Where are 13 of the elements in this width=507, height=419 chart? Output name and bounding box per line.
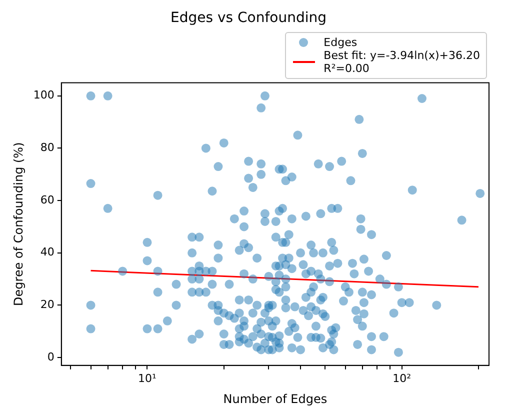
legend-label: Edges <box>324 36 358 49</box>
y-tick-label: 0 <box>47 350 54 364</box>
y-axis-title: Degree of Confounding (%) <box>11 142 26 306</box>
y-tick-label: 100 <box>33 88 54 102</box>
legend-label: Best fit: y=-3.94ln(x)+36.20 R²=0.00 <box>324 49 480 75</box>
x-tick-label: 10² <box>392 372 412 385</box>
y-tick-label: 80 <box>40 141 54 154</box>
y-tick-label: 40 <box>40 246 54 259</box>
y-tick-label: 60 <box>40 193 54 206</box>
chart-title: Edges vs Confounding <box>170 10 326 26</box>
y-tick-label: 20 <box>40 298 54 312</box>
x-tick-label: 10¹ <box>138 372 156 385</box>
x-axis-title: Number of Edges <box>223 392 328 406</box>
